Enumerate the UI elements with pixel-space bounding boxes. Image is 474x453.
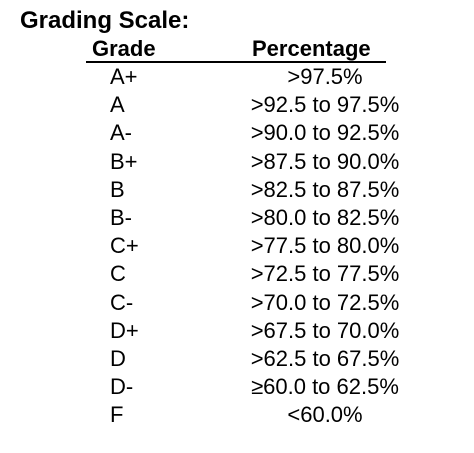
percentage-cell: >67.5 to 70.0% [250,317,400,343]
percentage-column-header: Percentage [252,36,371,61]
grade-cell: D [110,345,126,371]
percentage-cell: >70.0 to 72.5% [250,289,400,315]
grade-cell: F [110,402,124,428]
table-row: C+ >77.5 to 80.0% [0,232,474,260]
table-row: B >82.5 to 87.5% [0,176,474,204]
page-title: Grading Scale: [20,7,190,34]
table-row: D+ >67.5 to 70.0% [0,317,474,345]
grading-table-body: A+ >97.5% A >92.5 to 97.5% A- >90.0 to 9… [0,63,474,429]
table-row: A >92.5 to 97.5% [0,91,474,119]
percentage-cell: >80.0 to 82.5% [250,204,400,230]
percentage-cell: >92.5 to 97.5% [250,92,400,118]
percentage-cell: >87.5 to 90.0% [250,148,400,174]
table-row: B- >80.0 to 82.5% [0,204,474,232]
percentage-cell: ≥60.0 to 62.5% [251,374,399,400]
table-row: C >72.5 to 77.5% [0,260,474,288]
table-row: B+ >87.5 to 90.0% [0,148,474,176]
table-row: A+ >97.5% [0,63,474,91]
grade-cell: C+ [110,233,139,259]
grade-cell: A+ [110,64,138,89]
table-row: D >62.5 to 67.5% [0,345,474,373]
percentage-cell: >62.5 to 67.5% [250,345,400,371]
table-header-row: Grade Percentage [0,36,474,62]
header-underline-divider [86,61,386,63]
grade-cell: B- [110,204,132,230]
grade-cell: C- [110,289,134,315]
percentage-cell: <60.0% [287,402,363,428]
percentage-cell: >90.0 to 92.5% [250,120,400,146]
grade-cell: C [110,261,126,287]
percentage-cell: >72.5 to 77.5% [250,261,400,287]
percentage-cell: >77.5 to 80.0% [250,233,400,259]
percentage-cell: >82.5 to 87.5% [250,176,400,202]
grade-cell: A- [110,120,132,146]
table-row: C- >70.0 to 72.5% [0,289,474,317]
grade-cell: D+ [110,317,139,343]
grade-cell: B+ [110,148,138,174]
table-row: F <60.0% [0,401,474,429]
grade-cell: A [110,92,125,118]
table-row: D- ≥60.0 to 62.5% [0,373,474,401]
grade-cell: D- [110,374,134,400]
grade-column-header: Grade [92,36,156,61]
grade-cell: B [110,176,125,202]
table-row: A- >90.0 to 92.5% [0,119,474,147]
percentage-cell: >97.5% [287,64,363,89]
